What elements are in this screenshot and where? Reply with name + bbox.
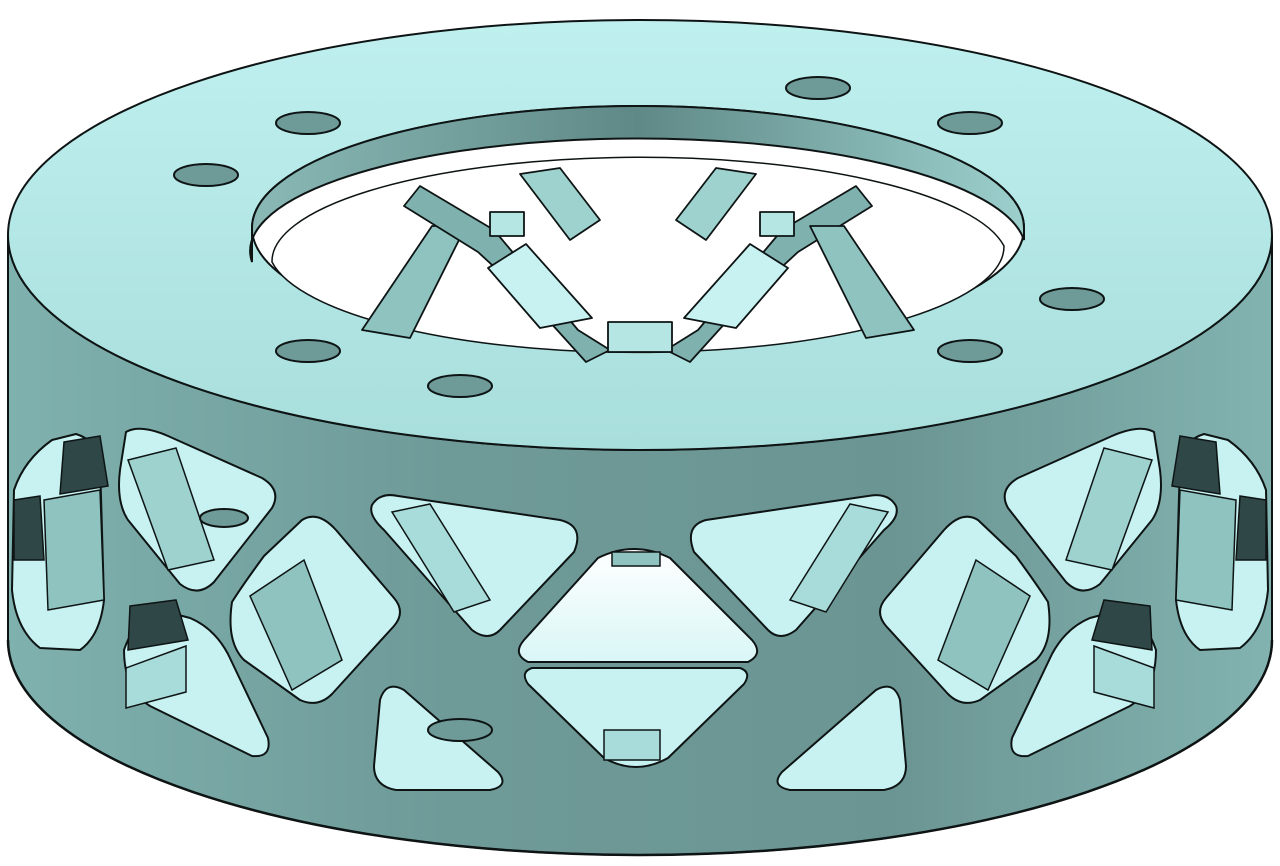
strut-inner-diamond-left — [487, 243, 593, 329]
strut-inner-node-right — [759, 211, 795, 237]
bolt-hole-6 — [937, 339, 1003, 363]
strut-face-upper-left — [390, 503, 492, 613]
strut-face-right-a — [1175, 489, 1237, 611]
bolt-hole-8 — [427, 374, 493, 398]
strut-face-center-low — [603, 729, 661, 761]
cavity-shadows — [13, 435, 1267, 651]
cavity-right-1 — [1171, 435, 1221, 495]
bolt-hole-2 — [275, 111, 341, 135]
internal-struts — [361, 167, 915, 363]
strut-face-left-d — [125, 644, 187, 709]
strut-face-left-b — [127, 447, 215, 571]
strut-inner-center-v-right — [675, 167, 757, 241]
cavity-left-3 — [13, 495, 45, 561]
bottom-edge — [6, 639, 1274, 857]
strut-face-left-a — [43, 489, 105, 611]
strut-face-left-c — [249, 558, 343, 692]
strut-inner-diamond-right — [683, 243, 789, 329]
cavity-left-2 — [127, 599, 189, 651]
bolt-hole-5 — [1039, 287, 1105, 311]
strut-face-center-mid — [611, 551, 661, 567]
inner-bore-wall — [249, 105, 1025, 263]
bolt-hole-7 — [275, 339, 341, 363]
cavity-right-2 — [1091, 599, 1153, 651]
window-center-lower — [523, 667, 749, 768]
lower-bolt-holes — [199, 508, 493, 742]
window-lower-right — [776, 685, 907, 791]
cavity-right-3 — [1235, 495, 1267, 561]
window-center-diamond — [517, 548, 759, 663]
strut-inner-center-v-left — [519, 167, 601, 241]
strut-face-upper-right — [788, 503, 890, 613]
strut-face-right-b — [1065, 447, 1153, 571]
strut-inner-node-bottom — [607, 321, 673, 353]
strut-inner-right — [809, 225, 915, 339]
strut-faces — [43, 447, 1237, 761]
top-bolt-holes — [173, 76, 1105, 398]
bolt-hole-lower-1 — [427, 718, 493, 742]
bolt-hole-lower-2 — [199, 508, 249, 528]
strut-face-right-c — [937, 558, 1031, 692]
bolt-hole-1 — [173, 163, 239, 187]
strut-face-right-d — [1093, 644, 1155, 709]
strut-inner-node-left — [489, 211, 525, 237]
bolt-hole-4 — [937, 111, 1003, 135]
cavity-left-1 — [59, 435, 109, 495]
bolt-hole-3 — [785, 76, 851, 100]
